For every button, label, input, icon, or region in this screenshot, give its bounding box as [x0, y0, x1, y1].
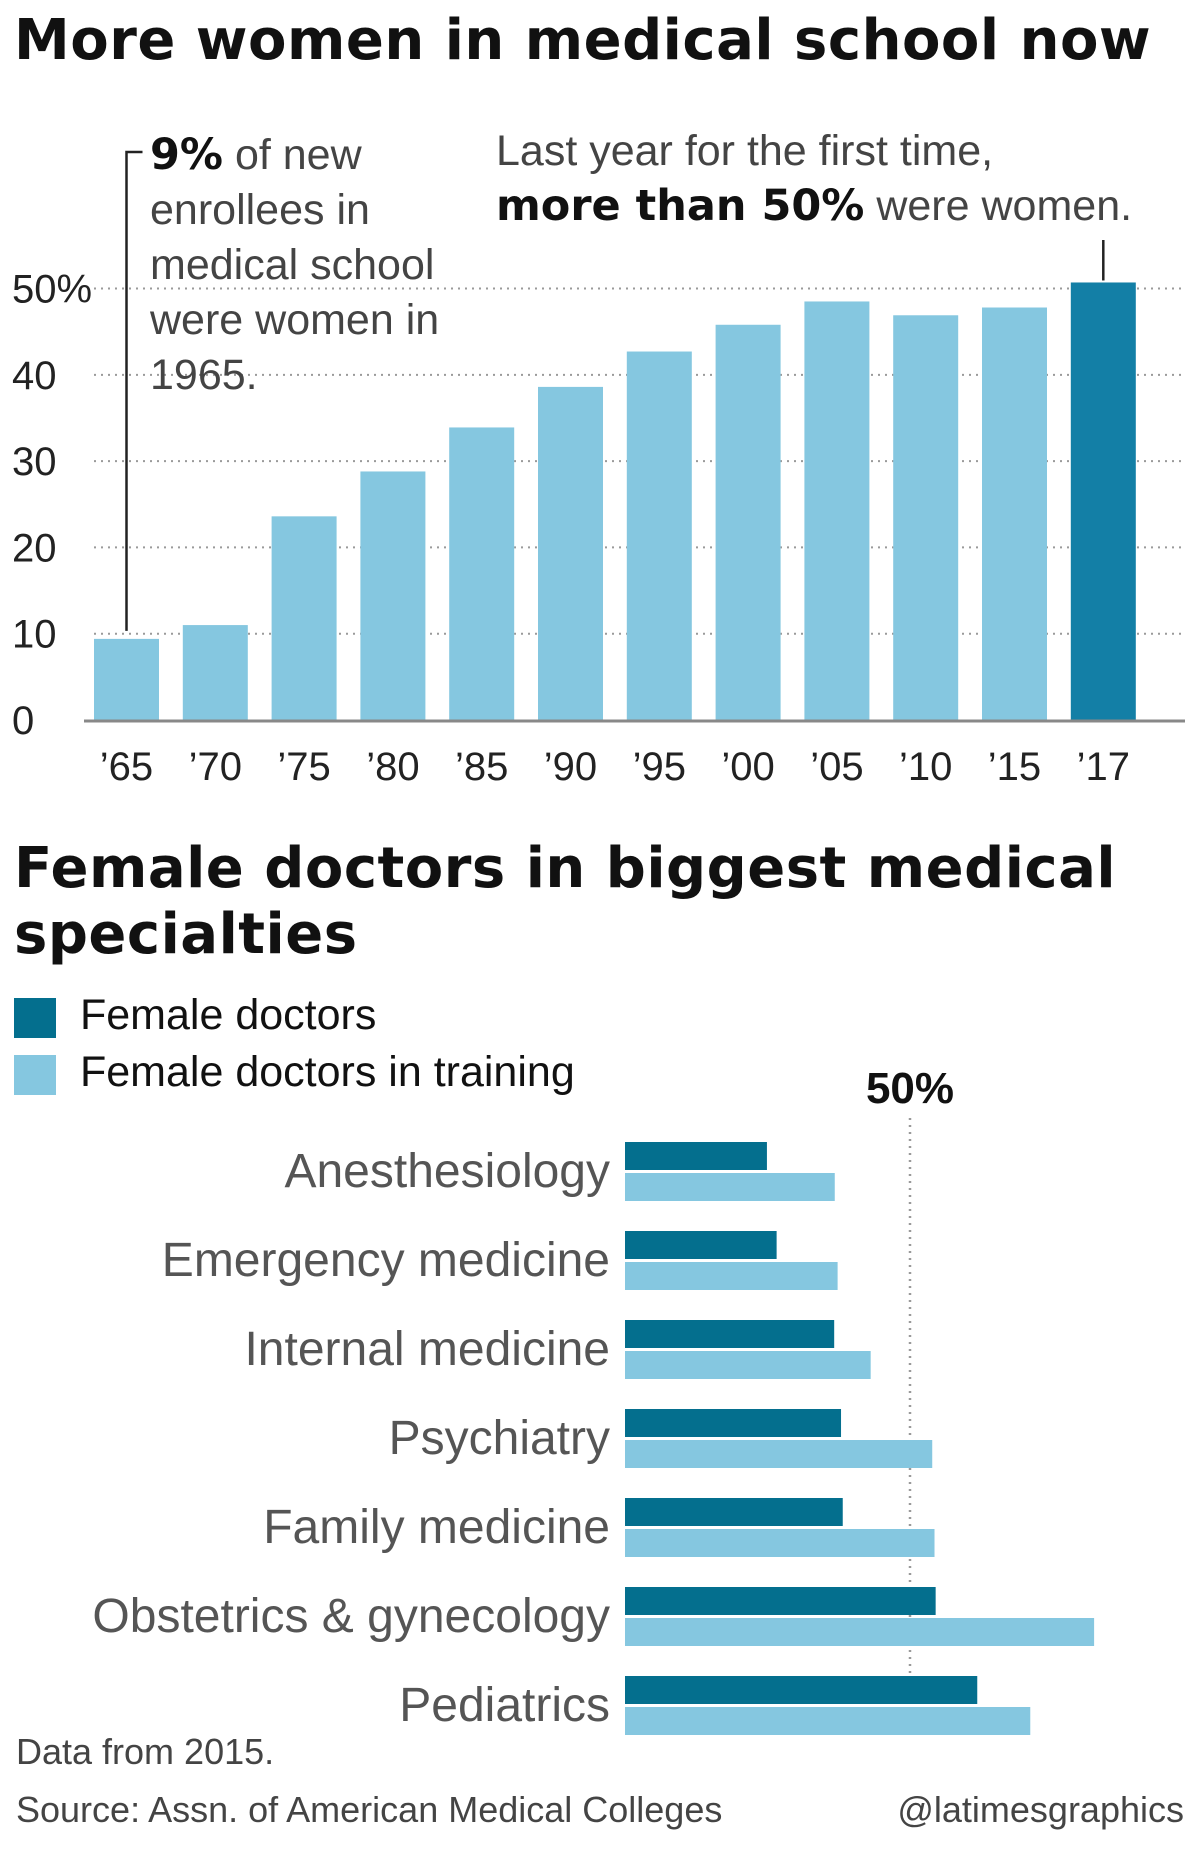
bar-in-training [625, 1618, 1095, 1646]
y-tick-label: 20 [12, 526, 57, 570]
x-tick-label: ’17 [1077, 745, 1130, 789]
annotation-1965: 9% of new enrollees in medical school we… [150, 128, 490, 403]
bar-female-doctors [625, 1320, 835, 1348]
bar-85 [449, 427, 515, 720]
category-label: Obstetrics & gynecology [92, 1590, 610, 1643]
bar-80 [360, 471, 426, 720]
bar-in-training [625, 1262, 838, 1290]
annotation-2017-line1: Last year for the first time, [496, 127, 994, 175]
x-tick-label: ’75 [277, 745, 330, 789]
y-tick-label: 0 [12, 699, 34, 743]
bar-70 [182, 625, 248, 720]
x-tick-label: ’85 [455, 745, 508, 789]
annotation-2017-bold: more than 50% [496, 181, 865, 231]
source-note: Source: Assn. of American Medical Colleg… [16, 1789, 723, 1830]
annotation-1965-value: 9% [150, 130, 224, 180]
x-tick-label: ’10 [899, 745, 952, 789]
y-tick-label: 50% [12, 268, 92, 312]
bar-65 [94, 638, 159, 720]
annotation-1965-text: of new enrollees in medical school were … [150, 131, 440, 399]
category-label: Anesthesiology [284, 1145, 610, 1198]
bar-female-doctors [625, 1409, 842, 1437]
bar-95 [626, 351, 692, 720]
x-tick-label: ’70 [189, 745, 242, 789]
bar-female-doctors [625, 1676, 978, 1704]
bar-in-training [625, 1529, 935, 1557]
annotation-2017-rest: were women. [864, 182, 1133, 230]
bar-17 [1070, 282, 1136, 720]
y-tick-label: 30 [12, 440, 57, 484]
data-year-note: Data from 2015. [16, 1731, 275, 1772]
legend-swatch-in-training [14, 1055, 56, 1095]
legend-label-in-training: Female doctors in training [80, 1048, 575, 1096]
x-tick-label: ’05 [810, 745, 863, 789]
legend-label-female-doctors: Female doctors [80, 991, 377, 1039]
bar-15 [982, 307, 1047, 720]
bar-female-doctors [625, 1498, 843, 1526]
bar-in-training [625, 1173, 835, 1201]
chart-title-specialties: Female doctors in biggest medical specia… [14, 836, 1117, 967]
chart-title-enrollment: More women in medical school now [14, 8, 1152, 73]
bar-female-doctors [625, 1142, 767, 1170]
reference-label-50: 50% [866, 1064, 954, 1113]
x-tick-label: ’90 [544, 745, 597, 789]
x-tick-label: ’15 [988, 745, 1041, 789]
y-tick-label: 10 [12, 613, 57, 657]
category-label: Internal medicine [244, 1323, 610, 1376]
x-tick-label: ’00 [721, 745, 774, 789]
category-label: Psychiatry [389, 1412, 610, 1465]
bar-90 [538, 386, 603, 720]
bar-in-training [625, 1707, 1031, 1735]
x-tick-label: ’65 [100, 745, 153, 789]
bar-in-training [625, 1351, 871, 1379]
legend-swatch-female-doctors [14, 998, 56, 1038]
bar-in-training [625, 1440, 933, 1468]
credit-handle: @latimesgraphics [897, 1789, 1184, 1830]
x-tick-label: ’80 [366, 745, 419, 789]
bar-10 [893, 315, 959, 720]
category-label: Family medicine [263, 1501, 610, 1554]
bar-05 [804, 301, 870, 720]
category-label: Pediatrics [399, 1679, 610, 1732]
leader-line-1965 [125, 150, 143, 631]
bar-00 [715, 324, 781, 720]
y-tick-label: 40 [12, 354, 57, 398]
annotation-2017: Last year for the first time, more than 5… [496, 124, 1196, 234]
bar-female-doctors [625, 1231, 777, 1259]
x-tick-label: ’95 [633, 745, 686, 789]
bar-75 [271, 516, 337, 720]
bar-female-doctors [625, 1587, 936, 1615]
category-label: Emergency medicine [162, 1234, 610, 1287]
enrollment-bar-chart: 0 10 20 30 40 50% ’65 ’70 ’75 ’80 ’85 ’90 ’95 ’00 ’05 ’… [12, 150, 1185, 789]
